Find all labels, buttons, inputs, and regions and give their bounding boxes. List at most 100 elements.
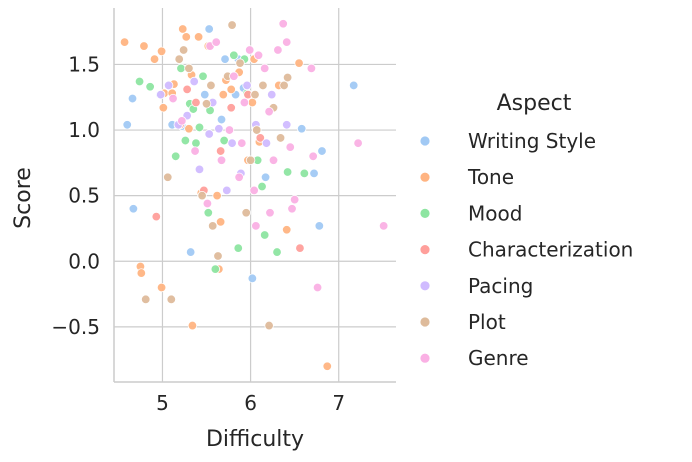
- y-tick-label: 0.0: [68, 249, 100, 273]
- point-tone: [184, 124, 194, 134]
- point-tone: [294, 58, 304, 68]
- point-characterization: [226, 103, 236, 113]
- legend-label: Writing Style: [468, 129, 596, 153]
- point-tone: [158, 103, 169, 113]
- x-axis-label: Difficulty: [206, 427, 304, 452]
- point-tone: [181, 32, 191, 42]
- point-pacing: [222, 185, 232, 196]
- point-plot: [163, 172, 173, 182]
- point-plot: [275, 133, 286, 143]
- point-genre: [378, 221, 389, 231]
- point-plot: [174, 54, 184, 64]
- legend-items: Writing Style Tone Mood Characterization Pac…: [419, 129, 633, 370]
- point-pacing: [282, 120, 292, 130]
- point-genre: [229, 71, 239, 81]
- legend-item-mood: Mood: [419, 201, 522, 225]
- point-genre: [306, 63, 317, 74]
- point-genre: [237, 138, 247, 148]
- point-writing-style: [309, 168, 319, 179]
- point-tone: [226, 84, 236, 95]
- point-plot: [250, 89, 260, 100]
- point-mood: [134, 76, 145, 87]
- point-genre: [234, 172, 244, 182]
- legend-marker: [419, 171, 431, 183]
- point-tone: [139, 41, 149, 51]
- point-characterization: [191, 97, 201, 108]
- point-mood: [180, 135, 191, 146]
- point-writing-style: [314, 221, 325, 231]
- grid: [114, 8, 396, 382]
- point-tone: [156, 46, 167, 57]
- point-pacing: [267, 89, 277, 100]
- point-genre: [249, 185, 259, 196]
- point-genre: [308, 151, 318, 161]
- point-genre: [264, 106, 274, 117]
- point-plot: [282, 72, 293, 83]
- point-mood: [203, 208, 213, 218]
- point-plot: [201, 99, 212, 109]
- legend-marker: [419, 135, 431, 147]
- point-plot: [213, 251, 223, 261]
- legend-marker: [419, 352, 431, 364]
- point-genre: [245, 45, 255, 55]
- point-pacing: [214, 124, 224, 134]
- point-mood: [282, 167, 293, 177]
- point-mood: [170, 151, 181, 161]
- point-writing-style: [297, 124, 307, 134]
- legend-label: Plot: [468, 310, 506, 334]
- point-tone: [187, 320, 198, 331]
- point-tone: [218, 89, 228, 100]
- point-writing-style: [216, 114, 227, 125]
- point-mood: [210, 264, 221, 274]
- legend-label: Pacing: [468, 274, 533, 298]
- legend-item-tone: Tone: [419, 165, 514, 189]
- x-tick-label: 5: [156, 391, 169, 415]
- point-genre: [177, 116, 187, 126]
- point-writing-style: [122, 120, 132, 130]
- point-pacing: [163, 80, 174, 91]
- point-tone: [119, 37, 130, 47]
- point-plot: [141, 294, 151, 305]
- point-plot: [197, 190, 207, 201]
- point-mood: [219, 135, 229, 146]
- point-tone: [282, 225, 292, 235]
- point-tone: [322, 361, 332, 371]
- point-tone: [136, 268, 147, 278]
- point-mood: [145, 82, 155, 92]
- legend-marker: [419, 207, 431, 219]
- y-tick-label: 1.0: [68, 118, 100, 142]
- point-characterization: [215, 146, 226, 156]
- point-pacing: [204, 129, 214, 139]
- point-genre: [259, 63, 270, 74]
- point-writing-style: [185, 247, 196, 257]
- point-plot: [264, 320, 274, 331]
- point-characterization: [255, 133, 265, 143]
- point-mood: [272, 247, 282, 257]
- point-pacing: [194, 164, 205, 175]
- point-genre: [168, 93, 178, 104]
- x-tick-label: 6: [244, 391, 257, 415]
- point-pacing: [156, 89, 166, 100]
- legend-label: Mood: [468, 201, 522, 225]
- point-mood: [257, 181, 267, 192]
- point-plot: [184, 63, 194, 74]
- point-pacing: [261, 138, 272, 148]
- point-genre: [285, 142, 295, 152]
- legend-item-plot: Plot: [419, 310, 506, 334]
- legend-title: Aspect: [497, 91, 572, 116]
- point-genre: [216, 155, 227, 165]
- point-genre: [265, 208, 275, 218]
- point-tone: [212, 190, 222, 201]
- point-plot: [235, 58, 245, 68]
- y-tick-label: −0.5: [51, 315, 100, 339]
- point-tone: [193, 32, 204, 42]
- point-mood: [191, 138, 201, 148]
- legend-item-writing-style: Writing Style: [419, 129, 596, 153]
- legend-marker: [419, 244, 431, 256]
- legend-item-characterization: Characterization: [419, 238, 633, 262]
- point-genre: [289, 194, 300, 205]
- legend-marker: [419, 280, 431, 292]
- legend: Aspect Writing Style Tone Mood Characteriza…: [419, 91, 633, 370]
- point-mood: [233, 243, 243, 253]
